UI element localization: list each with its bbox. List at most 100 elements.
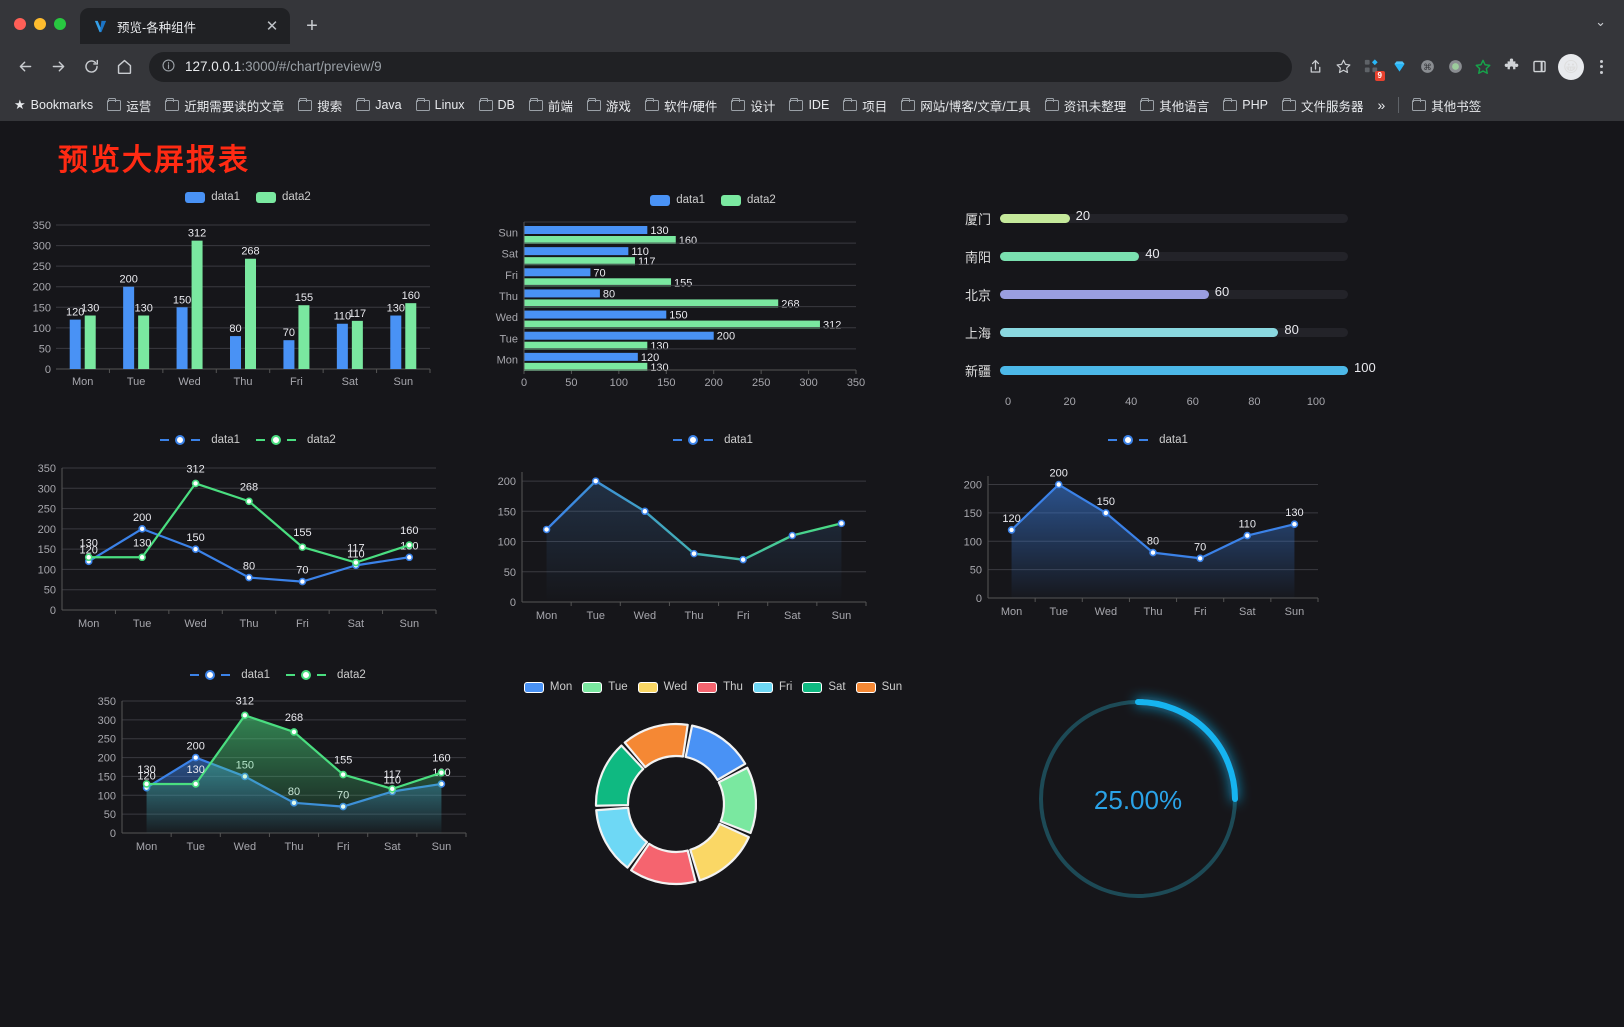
legend-marker: [271, 435, 281, 445]
site-info-icon[interactable]: [161, 58, 176, 76]
chrome-menu-button[interactable]: [1588, 54, 1614, 80]
legend-swatch: [697, 681, 718, 693]
chevron-down-icon[interactable]: ⌄: [1595, 14, 1606, 29]
svg-text:150: 150: [498, 506, 516, 518]
legend-item[interactable]: data1: [185, 191, 240, 203]
bookmarks-root[interactable]: ★ Bookmarks: [8, 94, 99, 116]
svg-text:110: 110: [347, 548, 365, 560]
legend-item[interactable]: Fri: [752, 681, 792, 693]
diamond-icon[interactable]: [1386, 54, 1412, 80]
svg-text:100: 100: [98, 790, 116, 802]
bookmark-label: DB: [497, 98, 515, 112]
legend-item[interactable]: data2: [256, 191, 311, 203]
progress-bar-label: 南阳: [964, 249, 991, 265]
sidepanel-icon[interactable]: [1526, 54, 1552, 80]
bookmark-label: 项目: [862, 99, 888, 114]
reload-button[interactable]: [76, 52, 106, 82]
url-host: 127.0.0.1: [185, 59, 242, 74]
legend-item[interactable]: data2: [721, 194, 776, 206]
legend-item[interactable]: Mon: [523, 681, 572, 693]
other-bookmarks-folder[interactable]: 其他书签: [1406, 93, 1487, 118]
forward-button[interactable]: [43, 52, 73, 82]
bookmarks-overflow-button[interactable]: »: [1377, 97, 1386, 113]
minimize-window-button[interactable]: [34, 18, 46, 30]
progress-bar-row: 北京 60: [948, 275, 1348, 313]
svg-text:50: 50: [39, 343, 51, 355]
extension-grid-icon[interactable]: 9: [1358, 54, 1385, 81]
bookmark-folder[interactable]: 项目: [837, 93, 893, 118]
svg-text:Mon: Mon: [78, 618, 99, 630]
puzzle-icon[interactable]: [1498, 54, 1524, 80]
legend-marker: [1123, 435, 1134, 445]
browser-tab[interactable]: 预览-各种组件 ✕: [80, 8, 290, 44]
bookmark-folder[interactable]: 游戏: [581, 93, 637, 118]
bookmark-folder[interactable]: Linux: [410, 95, 471, 115]
progress-bar-fill: [1000, 251, 1140, 261]
bookmark-folder[interactable]: Java: [350, 95, 407, 115]
maximize-window-button[interactable]: [54, 18, 66, 30]
command-icon[interactable]: ⌘: [1414, 54, 1440, 80]
svg-text:200: 200: [717, 331, 735, 343]
circle-icon[interactable]: [1442, 54, 1468, 80]
bookmark-folder[interactable]: 前端: [523, 93, 579, 118]
svg-text:150: 150: [98, 771, 116, 783]
folder-icon: [165, 97, 180, 111]
star-icon[interactable]: [1330, 54, 1356, 80]
bookmark-folder[interactable]: 设计: [725, 93, 781, 118]
legend-item[interactable]: data1: [190, 669, 270, 681]
window-controls[interactable]: [0, 18, 80, 44]
close-window-button[interactable]: [14, 18, 26, 30]
progress-bar-value: 60: [1214, 283, 1230, 299]
legend-item[interactable]: data1: [1108, 434, 1188, 446]
legend-item[interactable]: Wed: [637, 681, 687, 693]
svg-text:300: 300: [33, 241, 51, 253]
bookmark-folder[interactable]: IDE: [783, 95, 835, 115]
legend-item[interactable]: data2: [256, 434, 336, 446]
legend: data1 data2: [18, 191, 478, 203]
bookmark-folder[interactable]: 文件服务器: [1276, 93, 1370, 118]
svg-text:130: 130: [134, 303, 152, 315]
svg-text:50: 50: [565, 377, 577, 389]
tab-title: 预览-各种组件: [117, 20, 197, 35]
svg-text:160: 160: [400, 525, 418, 537]
svg-text:70: 70: [593, 267, 605, 279]
bookmark-folder[interactable]: 软件/硬件: [639, 93, 723, 118]
folder-icon: [1281, 97, 1296, 111]
home-button[interactable]: [109, 52, 139, 82]
bookmark-folder[interactable]: 搜索: [292, 93, 348, 118]
address-bar[interactable]: 127.0.0.1:3000/#/chart/preview/9: [149, 51, 1292, 82]
svg-text:Thu: Thu: [1144, 606, 1163, 618]
progress-bar-fill: [1000, 327, 1279, 337]
svg-text:250: 250: [33, 261, 51, 273]
bookmark-folder[interactable]: 近期需要读的文章: [159, 93, 290, 118]
legend-item[interactable]: Tue: [582, 681, 628, 693]
legend-swatch: [650, 194, 671, 206]
legend-item[interactable]: data2: [286, 669, 366, 681]
bookmarks-bar: ★ Bookmarks 运营 近期需要读的文章 搜索 Java Linux DB…: [0, 89, 1624, 121]
bookmark-folder[interactable]: DB: [473, 95, 521, 115]
legend-item[interactable]: Sun: [855, 681, 902, 693]
share-icon[interactable]: [1302, 54, 1328, 80]
legend-item[interactable]: Thu: [697, 681, 743, 693]
back-button[interactable]: [10, 52, 40, 82]
legend-item[interactable]: data1: [650, 194, 705, 206]
bookmark-folder[interactable]: PHP: [1217, 95, 1274, 115]
bookmark-folder[interactable]: 运营: [101, 93, 157, 118]
chart-canvas: 050100150200250300350Mon120130Tue200130W…: [33, 220, 431, 388]
star-outline-icon[interactable]: [1470, 54, 1496, 80]
legend-item[interactable]: data1: [673, 434, 753, 446]
svg-text:150: 150: [669, 310, 687, 322]
chart-grid: data1 data2 0 50 100 150 200 250 300 350 Mon 120 1…: [0, 179, 1624, 942]
bookmark-folder[interactable]: 其他语言: [1134, 93, 1215, 118]
avatar[interactable]: 😀: [1558, 53, 1584, 80]
bookmark-folder[interactable]: 网站/博客/文章/工具: [895, 93, 1036, 118]
legend: data1: [948, 434, 1348, 446]
bookmark-label: 软件/硬件: [663, 99, 718, 114]
svg-text:Mon: Mon: [536, 610, 557, 622]
new-tab-button[interactable]: +: [306, 15, 318, 37]
legend-item[interactable]: Sat: [802, 681, 846, 693]
legend-item[interactable]: data1: [160, 434, 240, 446]
bookmark-folder[interactable]: 资讯未整理: [1039, 93, 1133, 118]
chart-progress-bars: 厦门 20 南阳 40 北京 60 上海 80 新疆 100 0 20 40 60 80 100: [948, 185, 1376, 420]
close-tab-button[interactable]: ✕: [265, 17, 279, 35]
